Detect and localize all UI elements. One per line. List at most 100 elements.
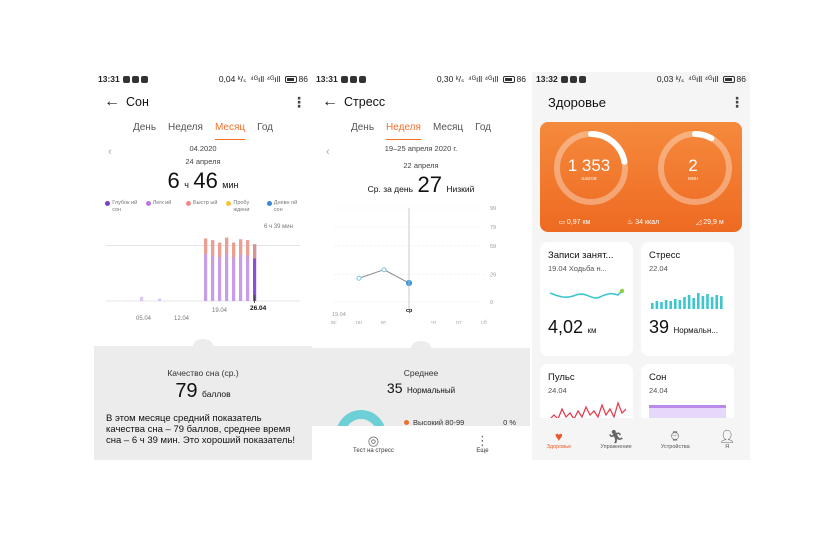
prev-period-icon[interactable]: ‹ xyxy=(326,146,330,158)
selected-day: 24 апреля xyxy=(185,157,221,166)
x-label-2: 12.04 xyxy=(174,316,190,322)
running-icon: 🏃︎ xyxy=(607,428,625,444)
more-button[interactable]: ⋮ Еще xyxy=(475,432,489,454)
minutes-ring-progress xyxy=(658,131,732,205)
avg-label: Ср. за день xyxy=(367,184,413,194)
calories-stat: ♨ 34 ккал xyxy=(627,219,660,226)
elevation-stat: ◿ 29,9 м xyxy=(695,219,724,226)
summary-sheet: Качество сна (ср.) 79 баллов В этом меся… xyxy=(94,339,312,460)
battery-level: 86 xyxy=(298,74,308,84)
stress-mini-bar xyxy=(683,297,686,309)
sleep-bar-09.04 xyxy=(158,298,162,301)
workout-detail: 19.04 Ходьба н... xyxy=(548,264,607,273)
steps-ring-progress xyxy=(554,131,628,205)
page-title: Стресс xyxy=(344,95,386,109)
stress-mini-bar xyxy=(715,295,718,309)
nav-me[interactable]: 👤︎ Я xyxy=(718,428,736,450)
stress-title: Стресс xyxy=(649,250,681,261)
quality-score: 79 xyxy=(175,380,198,402)
hours-unit: ч xyxy=(184,180,189,190)
sheet-handle[interactable] xyxy=(411,341,431,355)
y-tick-label: 29 xyxy=(490,272,496,278)
sleep-bar-06.04 xyxy=(140,296,144,301)
sleep-mini-chart xyxy=(649,405,726,421)
person-icon: 👤︎ xyxy=(718,428,736,444)
tab-month[interactable]: Месяц xyxy=(432,122,464,133)
network-speed: 0,30 ᵏ/ₛ xyxy=(436,73,465,84)
tab-year[interactable]: Год xyxy=(475,122,492,133)
workout-title: Записи занят... xyxy=(548,250,614,261)
stress-unit: Нормальн... xyxy=(673,326,719,335)
workout-route xyxy=(549,288,625,299)
nav-devices[interactable]: ⌚︎ Устройства xyxy=(660,428,690,450)
stress-mini-bar xyxy=(706,294,709,309)
stress-mini-bar xyxy=(687,295,691,309)
back-arrow-icon[interactable]: ← xyxy=(322,93,338,110)
prev-period-icon[interactable]: ‹ xyxy=(108,146,112,158)
tab-week[interactable]: Неделя xyxy=(168,122,203,133)
network-speed: 0,03 ᵏ/ₛ xyxy=(656,73,685,84)
activity-stats: ▭ 0,97 км ♨ 34 ккал ◿ 29,9 м xyxy=(540,218,742,226)
tab-week[interactable]: Неделя xyxy=(386,122,421,140)
tab-year[interactable]: Год xyxy=(257,122,274,133)
status-time: 13:31 xyxy=(316,74,338,84)
stress-card[interactable]: Стресс 22.04 39 Нормальн... xyxy=(641,242,734,356)
more-vert-icon[interactable]: ⋮ xyxy=(730,93,744,110)
back-arrow-icon[interactable]: ← xyxy=(104,93,120,110)
more-vert-icon: ⋮ xyxy=(475,432,489,448)
tab-day[interactable]: День xyxy=(132,122,157,133)
notification-icons xyxy=(122,75,148,83)
legend-rem: Быстр ый xyxy=(185,200,220,214)
page-title: Здоровье xyxy=(548,94,607,110)
sheet-handle[interactable] xyxy=(193,339,213,353)
legend-awake: Пробу ждени xyxy=(226,200,260,214)
notification-icons xyxy=(560,75,586,83)
stress-mini-bar xyxy=(674,299,677,309)
tab-day[interactable]: День xyxy=(350,122,375,133)
selected-day: 22 апреля xyxy=(403,161,439,170)
sleep-bar-23.04 xyxy=(232,242,236,301)
stress-row-pct: 0 % xyxy=(503,418,516,427)
tab-month[interactable]: Месяц xyxy=(214,122,246,140)
pulse-chart xyxy=(548,401,626,422)
stress-row: Высокий 80-99 xyxy=(404,418,464,427)
health-screen: 13:32 0,03 ᵏ/ₛ ⁴ᴳıll ⁴ᴳıll 86 Здоровье ⋮… xyxy=(532,72,750,460)
gauge-icon: ◎ xyxy=(367,432,380,448)
summary-sheet: Среднее 35 Нормальный Высокий 80-99 0 % xyxy=(312,341,530,440)
stress-test-button[interactable]: ◎ Тест на стресс xyxy=(353,432,394,454)
network-speed: 0,04 ᵏ/ₛ xyxy=(218,73,247,84)
bottom-nav: ♥ Здоровье 🏃︎ Упражнение ⌚︎ Устройства 👤… xyxy=(532,418,750,460)
x-day-label: ср xyxy=(406,308,413,314)
stress-point xyxy=(356,275,362,281)
sleep-bar-awake-22.04 xyxy=(225,237,229,254)
sleep-chart[interactable]: 6 ч 39 мин 05.04 12.04 19.04 26.04 xyxy=(94,218,312,328)
stress-mini-bar xyxy=(678,300,682,309)
x-day-label: вс xyxy=(331,320,337,326)
average-value: 35 xyxy=(386,380,403,396)
cards-row-1: Записи занят... 19.04 Ходьба н... 4,02 к… xyxy=(532,242,750,356)
period-label: 04.2020 xyxy=(189,144,217,153)
status-bar: 13:31 0,04 ᵏ/ₛ ⁴ᴳıll ⁴ᴳıll 86 xyxy=(94,72,312,86)
x-label-3: 19.04 xyxy=(212,308,228,314)
minutes-block: 2 мин xyxy=(666,156,720,182)
steps-value: 1 353 xyxy=(567,156,611,175)
legend-nap: Дневн ой сон xyxy=(266,200,301,214)
workout-card[interactable]: Записи занят... 19.04 Ходьба н... 4,02 к… xyxy=(540,242,633,356)
status-time: 13:31 xyxy=(98,74,120,84)
stress-chart[interactable]: 99 79 59 29 0 19.04 вс пн вт ср чт пт сб xyxy=(312,202,530,332)
stress-mini-bar xyxy=(660,302,663,309)
x-label-1: 05.04 xyxy=(136,316,152,322)
x-day-label: вт xyxy=(381,320,387,326)
stress-point xyxy=(381,267,387,273)
sleep-detail: 24.04 xyxy=(649,386,668,395)
nav-health[interactable]: ♥ Здоровье xyxy=(546,428,572,450)
battery-icon xyxy=(284,75,297,83)
nav-exercise[interactable]: 🏃︎ Упражнение xyxy=(600,428,632,450)
stress-screen: 13:31 0,30 ᵏ/ₛ ⁴ᴳıll ⁴ᴳıll 86 ← Стресс Д… xyxy=(312,72,530,460)
activity-card[interactable]: 1 353 шагов 2 мин ▭ 0,97 км ♨ 34 ккал ◿ … xyxy=(540,122,742,232)
signal-icon: ⁴ᴳıll ⁴ᴳıll xyxy=(468,74,499,84)
more-vert-icon[interactable]: ⋮ xyxy=(292,93,306,110)
distance-icon: ▭ xyxy=(558,219,565,226)
average-level: Нормальный xyxy=(406,386,456,395)
legend-deep: Глубок ий сон xyxy=(105,200,139,214)
